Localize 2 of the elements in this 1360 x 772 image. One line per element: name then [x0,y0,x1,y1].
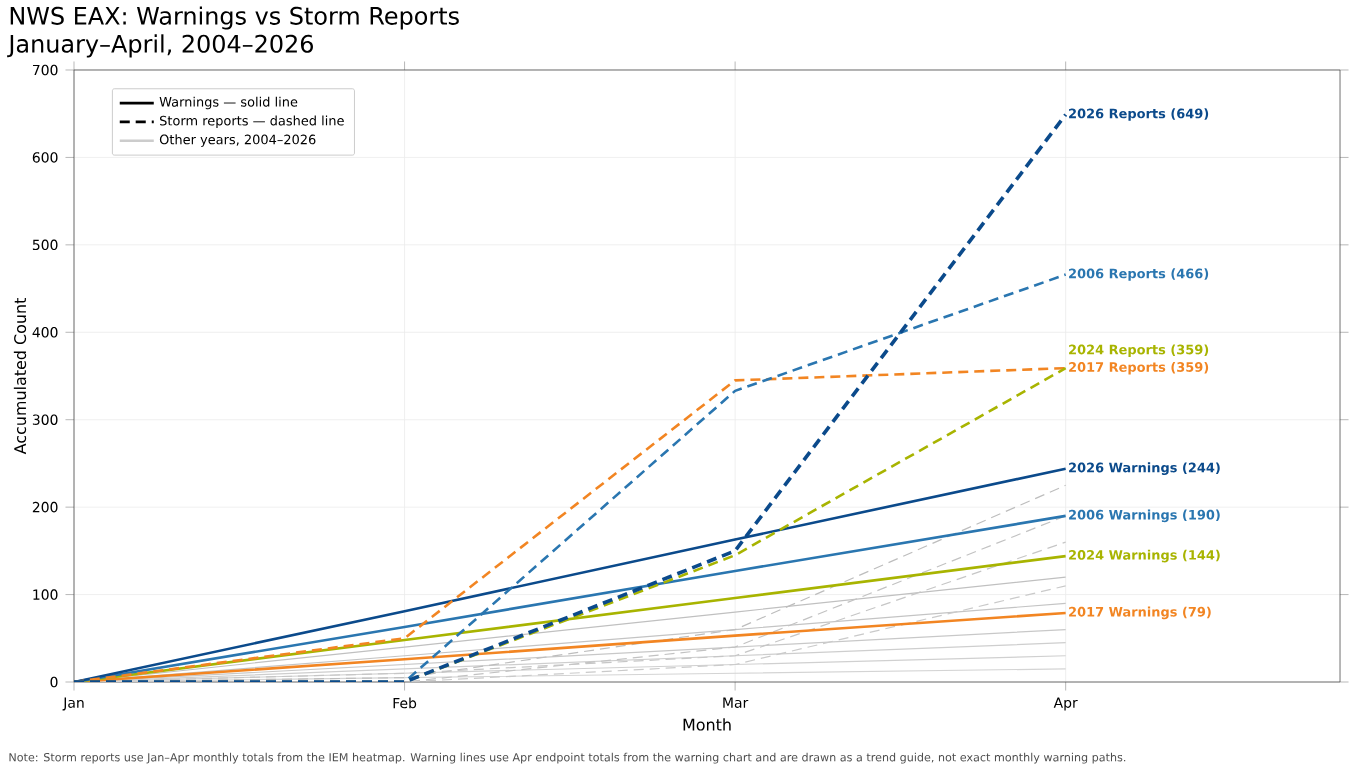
chart-title: NWS EAX: Warnings vs Storm Reports [10,6,459,30]
chart-subtitle: January–April, 2004–2026 [7,34,313,58]
